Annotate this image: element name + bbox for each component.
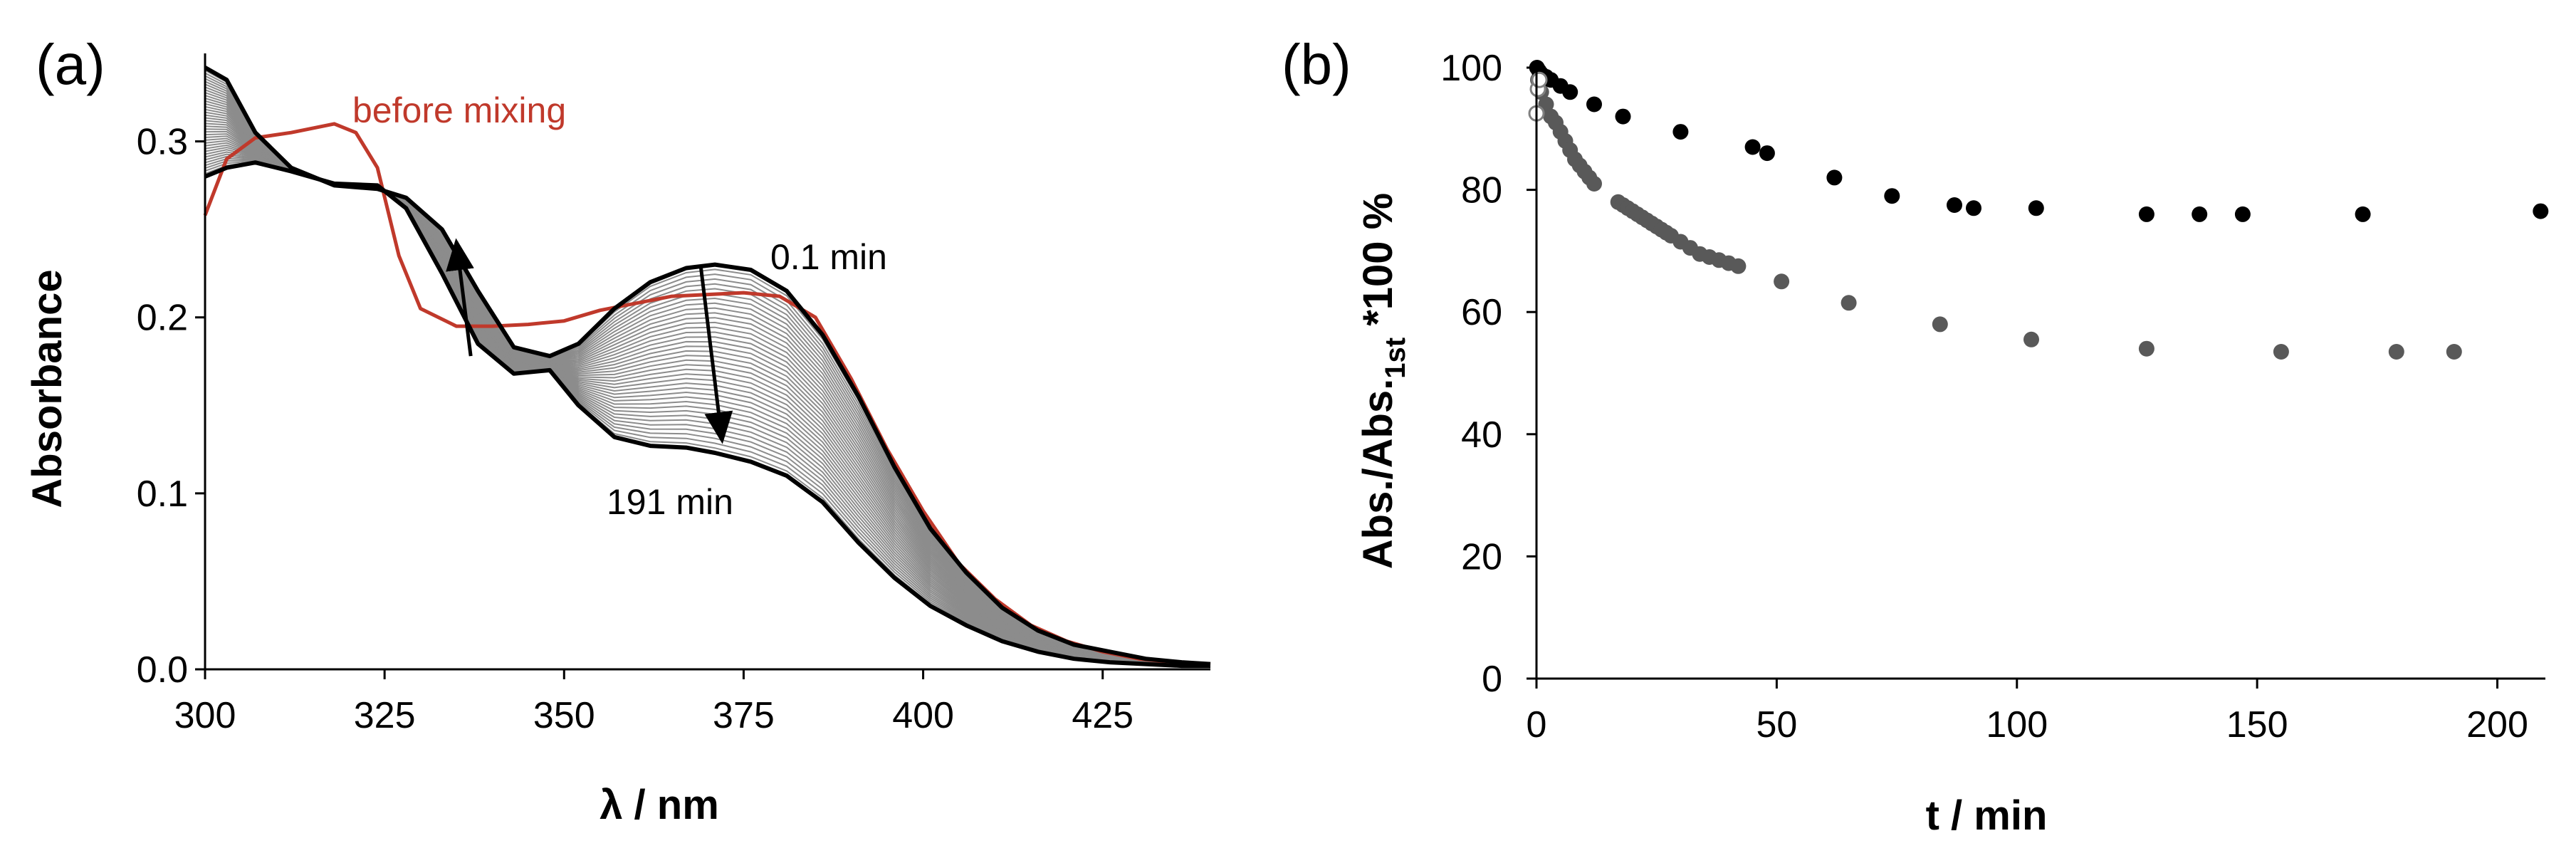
data-point	[1672, 124, 1689, 140]
data-point	[2192, 206, 2208, 222]
intermediate-trace	[204, 128, 1211, 666]
data-point	[2446, 344, 2462, 360]
intermediate-trace	[204, 149, 1211, 666]
intermediate-trace	[204, 144, 1211, 666]
intermediate-trace	[204, 83, 1211, 665]
data-point	[1774, 273, 1790, 290]
intermediate-trace	[204, 72, 1211, 665]
intermediate-trace	[204, 147, 1211, 666]
panel-a-x-tick-label: 400	[892, 695, 954, 736]
first-trace-label: 0.1 min	[770, 237, 887, 277]
data-point	[1947, 197, 1962, 213]
panel-b-x-tick-label: 0	[1527, 704, 1547, 746]
data-point	[1744, 139, 1761, 155]
intermediate-trace	[204, 105, 1211, 666]
panel-a-y-tick-label: 0.3	[137, 122, 188, 163]
panel-b-y-tick-label: 80	[1461, 170, 1502, 211]
panel-b-x-tick-label: 150	[2226, 704, 2288, 746]
panel-a-x-tick-label: 425	[1072, 695, 1133, 736]
data-point	[1932, 316, 1948, 333]
data-point	[2023, 331, 2039, 347]
data-point	[2138, 206, 2154, 222]
intermediate-trace	[204, 153, 1211, 666]
panel-b-y-label-main: Abs./Abs.	[1355, 379, 1401, 570]
intermediate-trace	[204, 155, 1211, 666]
panel-b-y-axis-label: Abs./Abs.1st *100 %	[1355, 193, 1411, 569]
panel-b-axes: 0 50 100 150 200 0 20 40 60 80 100	[1440, 48, 2545, 746]
intermediate-trace	[204, 120, 1211, 666]
panel-b-y-label-subscript: 1st	[1380, 338, 1411, 379]
panel-b-label: (b)	[1282, 33, 1351, 96]
panel-a: (a) 300 325 350 375 400 425 0.0 0.1 0.2 0.3 befor…	[24, 33, 1211, 828]
intermediate-trace	[204, 92, 1211, 666]
panel-b-x-tick-label: 100	[1986, 704, 2048, 746]
panel-a-y-tick-label: 0.2	[137, 298, 188, 339]
panel-a-axes: 300 325 350 375 400 425 0.0 0.1 0.2 0.3	[137, 53, 1210, 736]
panel-b-y-tick-label: 20	[1461, 536, 1502, 577]
intermediate-trace	[204, 80, 1211, 665]
panel-b-x-axis-label: t / min	[1926, 793, 2048, 839]
intermediate-trace	[204, 69, 1211, 665]
panel-a-x-tick-label: 325	[354, 695, 416, 736]
data-point	[2138, 340, 2154, 357]
data-point	[2533, 203, 2549, 219]
increase-arrow	[446, 238, 474, 357]
data-point	[2273, 344, 2289, 360]
intermediate-trace	[204, 140, 1211, 666]
intermediate-trace	[204, 108, 1211, 666]
data-point	[2234, 206, 2251, 222]
intermediate-trace	[204, 89, 1211, 666]
data-point	[1759, 145, 1775, 162]
panel-a-x-tick-label: 350	[533, 695, 595, 736]
data-point	[2028, 200, 2044, 216]
data-point	[1615, 108, 1631, 125]
panel-b-y-tick-label: 100	[1440, 48, 1502, 89]
intermediate-trace	[204, 111, 1211, 666]
panel-b-y-tick-label: 0	[1482, 659, 1502, 700]
panel-a-y-axis-label: Absorbance	[24, 269, 70, 508]
panel-a-x-tick-label: 300	[174, 695, 236, 736]
data-point	[1586, 176, 1602, 192]
trace-191-min	[204, 160, 1210, 669]
panel-a-x-tick-label: 375	[713, 695, 775, 736]
panel-a-spectra	[203, 66, 1211, 669]
panel-a-y-tick-label: 0.0	[137, 649, 188, 691]
data-point	[2388, 344, 2404, 360]
data-point	[1826, 169, 1843, 186]
data-point	[2355, 206, 2371, 222]
panel-b-points	[1528, 60, 2549, 360]
panel-a-x-axis-label: λ / nm	[600, 782, 719, 828]
data-point	[1586, 96, 1602, 113]
panel-a-y-tick-label: 0.1	[137, 474, 188, 515]
panel-b-y-tick-label: 60	[1461, 292, 1502, 333]
panel-b: (b) 0 50 100 150 200 0 20 40 60 80 100 t / min Abs…	[1282, 33, 2549, 839]
before-mixing-label: before mixing	[352, 90, 566, 130]
panel-b-x-tick-label: 50	[1756, 704, 1797, 746]
intermediate-trace	[204, 135, 1211, 666]
data-point	[1562, 84, 1578, 100]
data-point	[1531, 71, 1548, 88]
panel-b-y-label-suffix: *100 %	[1355, 193, 1401, 338]
decrease-arrow	[698, 264, 733, 444]
panel-a-annotations	[446, 238, 733, 444]
intermediate-trace	[204, 137, 1211, 666]
intermediate-trace	[204, 117, 1211, 666]
data-point	[1841, 295, 1857, 311]
panel-b-y-tick-label: 40	[1461, 414, 1502, 456]
data-point	[1730, 258, 1747, 274]
data-point	[1884, 188, 1900, 204]
data-point	[1966, 200, 1981, 216]
last-trace-label: 191 min	[607, 482, 733, 522]
panel-a-label: (a)	[36, 33, 105, 96]
intermediate-trace	[204, 78, 1211, 665]
panel-b-x-tick-label: 200	[2466, 704, 2528, 746]
intermediate-trace	[204, 157, 1211, 666]
intermediate-trace	[204, 125, 1211, 666]
